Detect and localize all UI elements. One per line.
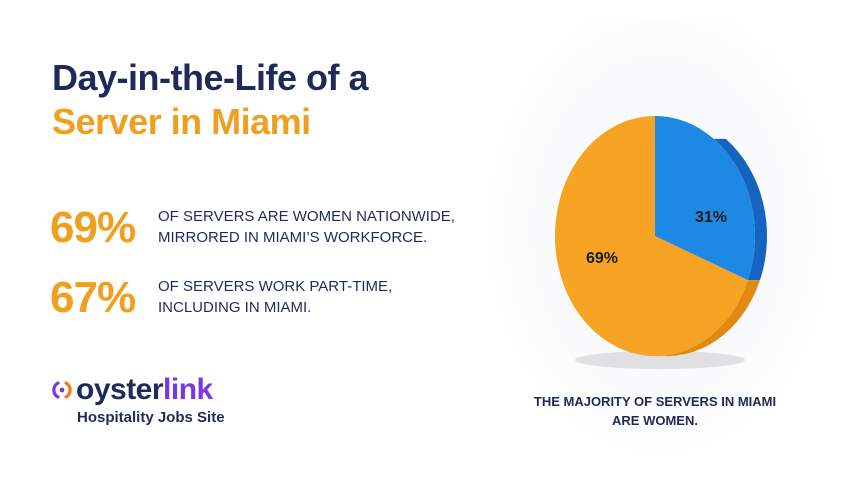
pie-label-blue: 31% [695,209,727,226]
pie-slice-blue [655,116,755,281]
title-line-1: Day-in-the-Life of a [52,57,369,98]
stat-description: OF SERVERS ARE WOMEN NATIONWIDE, MIRRORE… [158,208,455,246]
oysterlink-icon [52,381,72,399]
logo-part-2: link [163,373,213,406]
pie-label-orange: 69% [586,250,618,267]
logo-part-1: oyster [76,373,164,406]
stat-description: OF SERVERS WORK PART-TIME, INCLUDING IN … [158,278,393,316]
chart-caption: THE MAJORITY OF SERVERS IN MIAMI ARE WOM… [533,394,777,428]
logo-tagline: Hospitality Jobs Site [77,409,225,426]
stat-women: 69% OF SERVERS ARE WOMEN NATIONWIDE, MIR… [50,204,458,252]
pie-side-blue [713,138,768,281]
logo-wordmark: oyster link [52,373,225,407]
oysterlink-logo[interactable]: oyster link Hospitality Jobs Site [52,373,225,426]
stat-part-time: 67% OF SERVERS WORK PART-TIME, INCLUDING… [50,274,458,322]
stat-value: 69% [50,203,136,252]
pie-slice-orange [555,116,748,356]
pie-side-orange [639,280,760,356]
pie-shadow [575,351,745,369]
title-line-2: Server in Miami [52,101,311,142]
page-title: Day-in-the-Life of a Server in Miami [52,56,369,144]
stat-value: 67% [50,273,136,322]
